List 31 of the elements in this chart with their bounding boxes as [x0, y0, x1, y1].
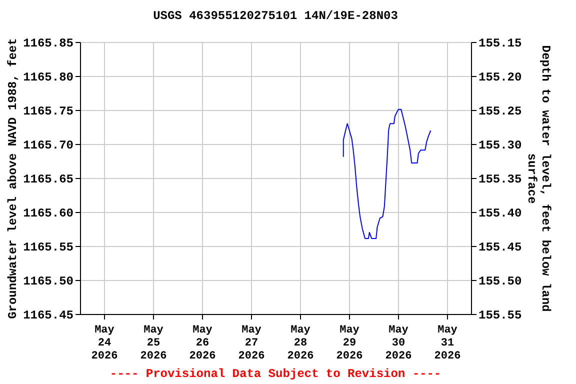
x-tick-label: May 25 2026 — [140, 324, 167, 362]
x-tick-label: May 26 2026 — [189, 324, 216, 362]
y-tick-label: 1165.60 — [23, 206, 74, 220]
y2-tick-label: 155.55 — [478, 308, 522, 322]
y-tick-label: 1165.75 — [23, 104, 74, 118]
x-tick-label: May 29 2026 — [336, 324, 363, 362]
y2-axis-title: Depth to water level, feet below land surface — [524, 45, 553, 312]
x-tick-label: May 31 2026 — [434, 324, 461, 362]
text: ---- Provisional Data Subject to Revision ---- — [110, 367, 442, 381]
x-tick-label: May 24 2026 — [91, 324, 118, 362]
x-tick-label: May 30 2026 — [385, 324, 412, 362]
chart-title: USGS 463955120275101 14N/19E-28N03 — [153, 9, 398, 23]
x-tick-label: May 27 2026 — [238, 324, 265, 362]
y2-tick-label: 155.35 — [478, 172, 522, 186]
y-tick-label: 1165.50 — [23, 274, 74, 288]
line-series — [342, 108, 432, 240]
y2-tick-label: 155.40 — [478, 206, 522, 220]
y2-tick-label: 155.20 — [478, 70, 522, 84]
y2-tick-label: 155.15 — [478, 36, 522, 50]
y2-tick-label: 155.25 — [478, 104, 522, 118]
y-tick-label: 1165.45 — [23, 308, 74, 322]
y2-tick-label: 155.45 — [478, 240, 522, 254]
y-axis-title: Groundwater level above NAVD 1988, feet — [6, 38, 20, 319]
y-tick-label: 1165.65 — [23, 172, 74, 186]
x-tick-label: May 28 2026 — [287, 324, 314, 362]
y-tick-label: 1165.55 — [23, 240, 74, 254]
y-tick-label: 1165.80 — [23, 70, 74, 84]
y-tick-label: 1165.70 — [23, 138, 74, 152]
y2-tick-label: 155.30 — [478, 138, 522, 152]
y2-tick-label: 155.50 — [478, 274, 522, 288]
y-tick-label: 1165.85 — [23, 36, 74, 50]
